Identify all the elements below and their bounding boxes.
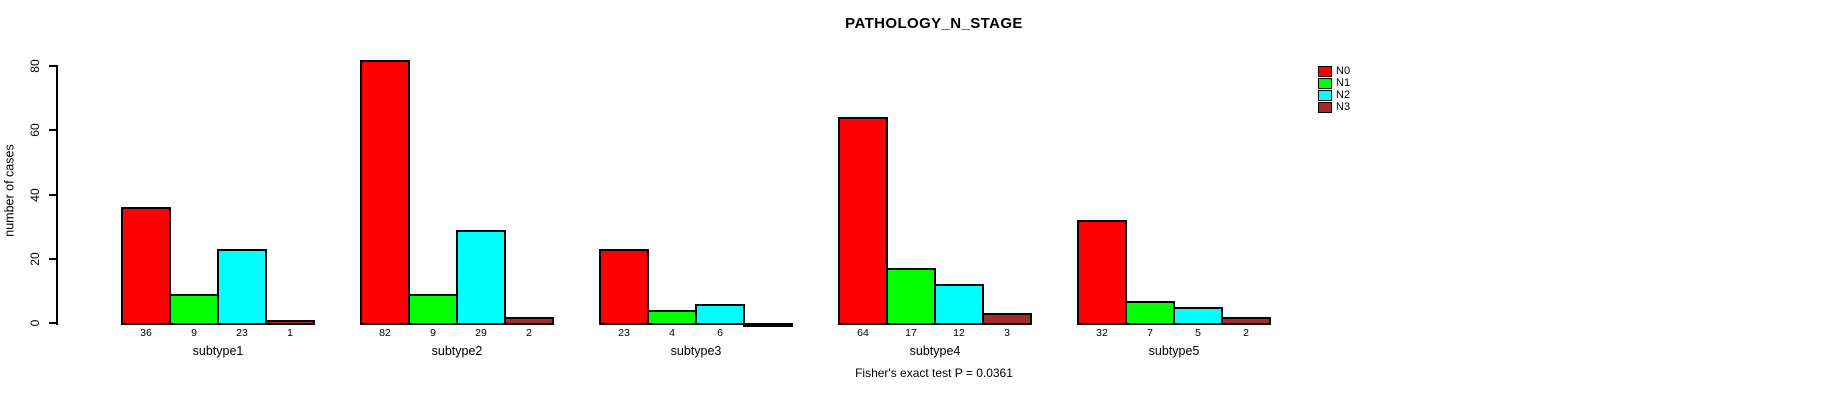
legend: N0 N1 N2 N3 bbox=[1318, 66, 1350, 114]
bar-N3-subtype1 bbox=[265, 320, 315, 325]
bar-value-label: 29 bbox=[475, 327, 487, 339]
x-category-label-subtype2: subtype2 bbox=[431, 344, 483, 358]
bar-value-label: 7 bbox=[1147, 327, 1153, 339]
bar-value-label: 64 bbox=[857, 327, 869, 339]
bar-value-label: 23 bbox=[236, 327, 248, 339]
y-tick-label: 60 bbox=[28, 123, 42, 137]
bar-N0-subtype4 bbox=[838, 117, 888, 325]
bar-N1-subtype4 bbox=[886, 268, 936, 325]
bar-N0-subtype2 bbox=[360, 60, 410, 325]
legend-label-N0: N0 bbox=[1336, 65, 1351, 78]
y-tick-label: 80 bbox=[28, 59, 42, 73]
bar-value-label: 2 bbox=[526, 327, 532, 339]
x-category-label-subtype5: subtype5 bbox=[1148, 344, 1200, 358]
x-category-label-subtype4: subtype4 bbox=[909, 344, 961, 358]
bar-value-label: 1 bbox=[287, 327, 293, 339]
bar-value-label: 12 bbox=[953, 327, 965, 339]
bar-N3-subtype5 bbox=[1221, 317, 1271, 325]
y-axis-tick bbox=[49, 322, 56, 324]
bar-N0-subtype3 bbox=[599, 249, 649, 325]
bar-value-label: 9 bbox=[191, 327, 197, 339]
legend-item-N1: N1 bbox=[1318, 78, 1350, 90]
legend-swatch-N2 bbox=[1318, 90, 1332, 102]
bar-N1-subtype3 bbox=[647, 310, 697, 325]
legend-item-N2: N2 bbox=[1318, 90, 1350, 102]
x-category-label-subtype3: subtype3 bbox=[670, 344, 722, 358]
bar-N2-subtype2 bbox=[456, 230, 506, 325]
bar-value-label: 2 bbox=[1243, 327, 1249, 339]
bar-N0-subtype1 bbox=[121, 207, 171, 325]
bar-value-label: 5 bbox=[1195, 327, 1201, 339]
bar-N1-subtype5 bbox=[1125, 301, 1175, 325]
bar-value-label: 17 bbox=[905, 327, 917, 339]
bar-N0-subtype5 bbox=[1077, 220, 1127, 325]
annotation-text: Fisher's exact test P = 0.0361 bbox=[855, 366, 1013, 380]
y-axis-tick bbox=[49, 258, 56, 260]
bar-value-label: 32 bbox=[1096, 327, 1108, 339]
legend-label-N1: N1 bbox=[1336, 77, 1351, 90]
bar-N2-subtype4 bbox=[934, 284, 984, 325]
y-axis-line bbox=[56, 65, 58, 325]
bar-value-label: 6 bbox=[717, 327, 723, 339]
y-axis-tick bbox=[49, 129, 56, 131]
legend-label-N3: N3 bbox=[1336, 101, 1351, 114]
y-tick-label: 0 bbox=[28, 319, 42, 327]
y-axis-tick bbox=[49, 194, 56, 196]
y-axis-tick bbox=[49, 65, 56, 67]
bar-N3-subtype4 bbox=[982, 313, 1032, 325]
y-tick-label: 20 bbox=[28, 252, 42, 266]
bar-value-label: 36 bbox=[140, 327, 152, 339]
y-tick-label: 40 bbox=[28, 188, 42, 202]
x-category-label-subtype1: subtype1 bbox=[192, 344, 244, 358]
bar-N3-subtype3 bbox=[743, 323, 793, 327]
legend-label-N2: N2 bbox=[1336, 89, 1351, 102]
bar-value-label: 9 bbox=[430, 327, 436, 339]
bar-N3-subtype2 bbox=[504, 317, 554, 325]
bar-N1-subtype2 bbox=[408, 294, 458, 325]
bar-value-label: 3 bbox=[1004, 327, 1010, 339]
bar-value-label: 82 bbox=[379, 327, 391, 339]
bar-value-label: 23 bbox=[618, 327, 630, 339]
bar-N2-subtype1 bbox=[217, 249, 267, 325]
chart-title: PATHOLOGY_N_STAGE bbox=[845, 15, 1023, 32]
bar-N2-subtype3 bbox=[695, 304, 745, 325]
legend-item-N0: N0 bbox=[1318, 66, 1350, 78]
bar-N2-subtype5 bbox=[1173, 307, 1223, 325]
legend-item-N3: N3 bbox=[1318, 102, 1350, 114]
bar-N1-subtype1 bbox=[169, 294, 219, 325]
legend-swatch-N0 bbox=[1318, 66, 1332, 78]
legend-swatch-N3 bbox=[1318, 102, 1332, 114]
bar-value-label: 4 bbox=[669, 327, 675, 339]
legend-swatch-N1 bbox=[1318, 78, 1332, 90]
